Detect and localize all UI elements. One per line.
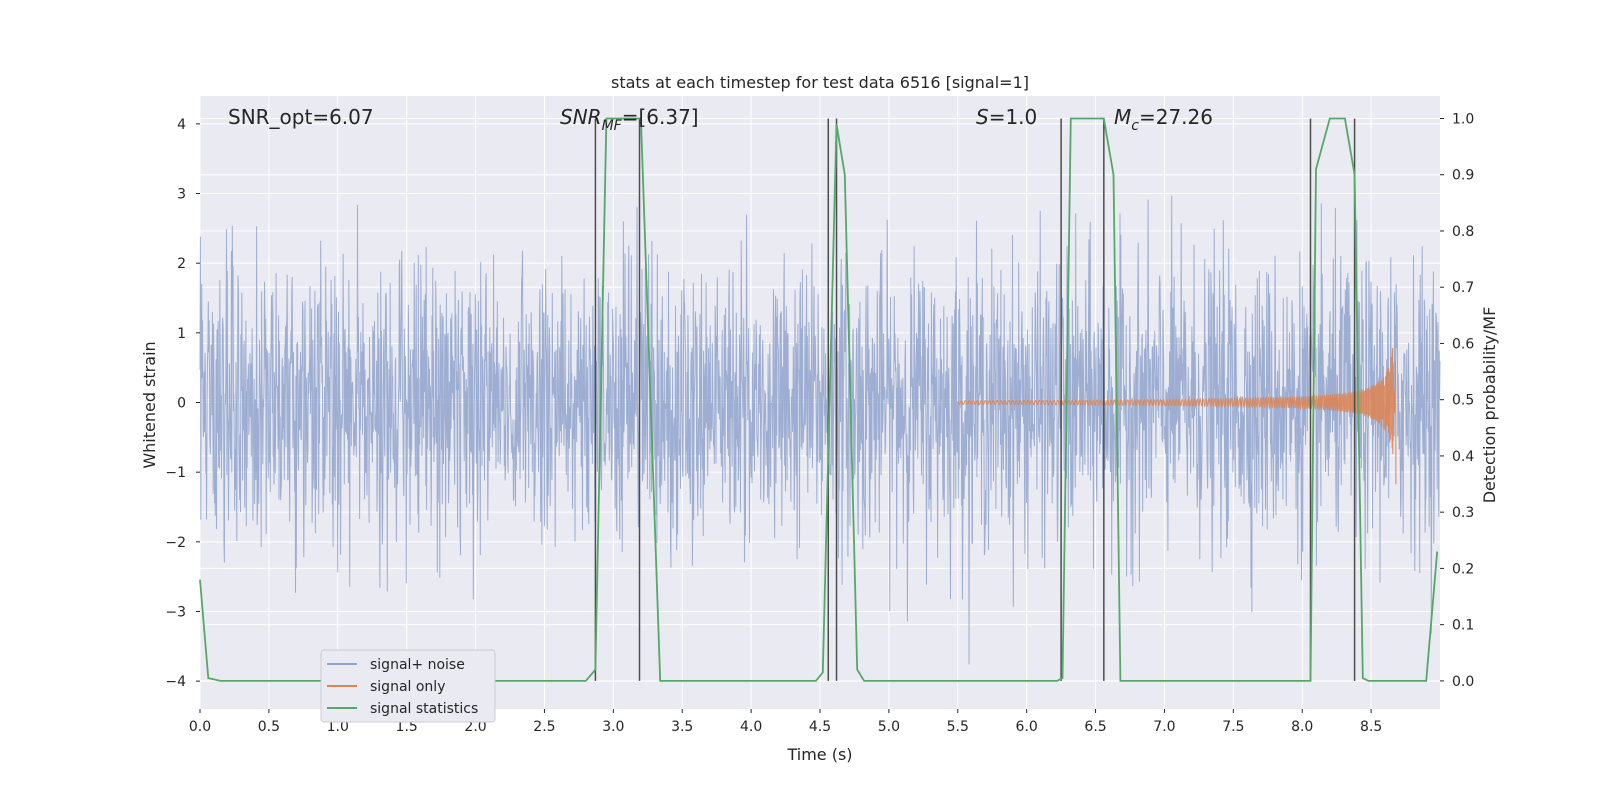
x-tick-label: 5.0 xyxy=(878,719,900,735)
chart-title: stats at each timestep for test data 651… xyxy=(611,73,1029,92)
y-right-axis-label: Detection probability/MF xyxy=(1480,307,1499,504)
y-right-tick-label: 1.0 xyxy=(1452,111,1474,127)
y-right-tick-label: 0.4 xyxy=(1452,449,1474,465)
y-tick-labels: 4 3 2 1 0 −1 −2 −3 −4 xyxy=(165,117,200,690)
annotation-mc-value: =27.26 xyxy=(1139,105,1213,129)
y-tick-label: 1 xyxy=(177,326,186,342)
x-tick-label: 6.5 xyxy=(1084,719,1106,735)
x-tick-label: 0.0 xyxy=(189,719,211,735)
annotation-snr-mf-base: SNR xyxy=(560,105,602,129)
y-tick-label: 2 xyxy=(177,256,186,272)
x-tick-label: 2.5 xyxy=(533,719,555,735)
annotation-snr-mf-value: =[6.37] xyxy=(622,105,699,129)
annotation-snr-opt: SNR_opt=6.07 xyxy=(228,105,374,129)
legend-label-signal-noise: signal+ noise xyxy=(370,657,465,673)
legend-label-signal-statistics: signal statistics xyxy=(370,701,478,717)
legend-label-signal-only: signal only xyxy=(370,679,445,695)
x-tick-label: 7.0 xyxy=(1153,719,1175,735)
x-tick-label: 8.5 xyxy=(1360,719,1382,735)
annotation-mc-sub: c xyxy=(1131,118,1139,134)
legend: signal+ noise signal only signal statist… xyxy=(320,649,496,723)
x-tick-label: 1.0 xyxy=(327,719,349,735)
y-tick-label: −1 xyxy=(165,465,186,481)
x-tick-label: 4.0 xyxy=(740,719,762,735)
x-tick-label: 7.5 xyxy=(1222,719,1244,735)
noise-layer xyxy=(199,195,1441,665)
annotation-mc-base: M xyxy=(1114,105,1131,129)
y-axis-label: Whitened strain xyxy=(140,341,159,468)
series-signal-only xyxy=(957,347,1397,485)
annotation-s-base: S xyxy=(976,105,989,129)
y-right-tick-label: 0.7 xyxy=(1452,280,1474,296)
y-tick-label: 0 xyxy=(177,396,186,412)
x-tick-labels: 0.0 0.5 1.0 1.5 2.0 2.5 3.0 3.5 4.0 4.5 5.0 5.5 6.0 6… xyxy=(189,709,1382,735)
x-tick-label: 1.5 xyxy=(396,719,418,735)
x-tick-label: 3.5 xyxy=(671,719,693,735)
x-tick-label: 0.5 xyxy=(258,719,280,735)
y-right-tick-label: 0.3 xyxy=(1452,505,1474,521)
y-tick-label: −4 xyxy=(165,674,186,690)
y-right-tick-label: 0.0 xyxy=(1452,674,1474,690)
vline-layer xyxy=(594,118,1356,681)
chirp-layer xyxy=(957,347,1397,485)
y-right-tick-labels: 1.0 0.9 0.8 0.7 0.6 0.5 0.4 0.3 0.2 0.1 0.0 xyxy=(1440,111,1474,690)
x-tick-label: 4.5 xyxy=(809,719,831,735)
annotation-mc: Mc=27.26 xyxy=(1114,105,1213,134)
series-signal-statistics xyxy=(199,117,1439,682)
y-right-tick-label: 0.9 xyxy=(1452,168,1474,184)
legend-box xyxy=(320,649,496,723)
x-tick-label: 2.0 xyxy=(464,719,486,735)
y-right-tick-label: 0.5 xyxy=(1452,393,1474,409)
x-tick-label: 6.0 xyxy=(1016,719,1038,735)
x-axis-label: Time (s) xyxy=(786,745,852,764)
annotation-s-value: =1.0 xyxy=(989,105,1038,129)
y-tick-label: 4 xyxy=(177,117,186,133)
y-tick-label: −3 xyxy=(165,604,186,620)
probability-layer xyxy=(199,117,1439,682)
x-tick-label: 3.0 xyxy=(602,719,624,735)
annotation-snr-mf: SNRMF=[6.37] xyxy=(560,105,699,134)
y-right-tick-label: 0.1 xyxy=(1452,618,1474,634)
y-right-tick-label: 0.6 xyxy=(1452,336,1474,352)
y-tick-label: 3 xyxy=(177,187,186,203)
x-tick-label: 5.5 xyxy=(947,719,969,735)
x-tick-label: 8.0 xyxy=(1291,719,1313,735)
y-right-tick-label: 0.8 xyxy=(1452,224,1474,240)
y-right-tick-label: 0.2 xyxy=(1452,561,1474,577)
annotation-s: S=1.0 xyxy=(976,105,1037,129)
y-tick-label: −2 xyxy=(165,535,186,551)
annotation-snr-mf-sub: MF xyxy=(602,118,623,134)
series-signal-noise xyxy=(199,195,1441,665)
